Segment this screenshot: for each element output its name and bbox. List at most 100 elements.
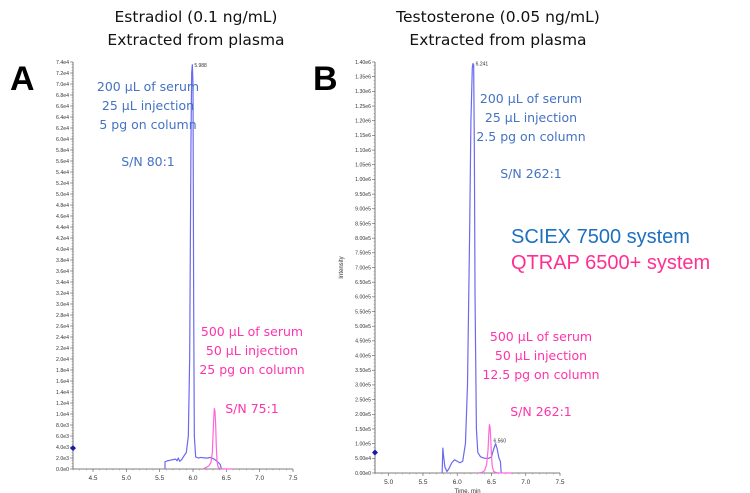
x-tick-label: 7.5: [555, 479, 564, 486]
y-tick-label: 3.00e5: [355, 383, 371, 389]
x-tick-label: 5.0: [384, 479, 393, 486]
y-tick-label: 6.2e4: [56, 126, 69, 132]
signal-to-noise-label: S/N 80:1: [121, 154, 175, 169]
y-tick-label: 5.4e4: [56, 170, 69, 176]
y-tick-label: 1.35e6: [355, 74, 371, 80]
y-tick-label: 6.4e4: [56, 115, 69, 121]
y-tick-label: 4.0e3: [56, 445, 69, 451]
peak-rt-label: 6.560: [493, 439, 506, 445]
y-tick-label: 3.6e4: [56, 269, 69, 275]
chart-panel-b: 0.00e0 5.00e4 1.00e5 1.50e5 2.00e5 2.50e5 3.00…: [339, 60, 565, 493]
peak-rt-label: 6.241: [476, 61, 489, 67]
annotation-line: 25 µL injection: [102, 98, 194, 113]
series-line-sciex-7500: [441, 62, 502, 474]
panel-b-annotation-qtrap: 500 µL of serum 50 µL injection 12.5 pg …: [482, 329, 599, 419]
y-tick-label: 5.8e4: [56, 148, 69, 154]
panel-a-letter: A: [10, 60, 35, 98]
y-tick-label: 1.25e6: [355, 104, 371, 110]
x-tick-label: 6.0: [453, 479, 462, 486]
y-tick-label: 1.00e5: [355, 441, 371, 447]
y-tick-label: 2.0e4: [56, 357, 69, 363]
y-tick-label: 2.4e4: [56, 335, 69, 341]
y-tick-label: 4.2e4: [56, 236, 69, 242]
chart-panel-a: 0.0e0 2.0e3 4.0e3 6.0e3 8.0e3 1.0e4 1.2e4 1.4e4…: [56, 60, 298, 482]
y-tick-label: 4.4e4: [56, 225, 69, 231]
y-axis-marker-icon: [372, 449, 378, 456]
annotation-line: 2.5 pg on column: [476, 129, 585, 144]
series-line-sciex-7500: [164, 64, 222, 469]
y-axis-label: Intensity: [339, 256, 345, 278]
y-tick-label: 8.50e5: [355, 221, 371, 227]
y-tick-label: 3.2e4: [56, 291, 69, 297]
y-tick-label: 4.6e4: [56, 214, 69, 220]
annotation-line: 5 pg on column: [99, 117, 196, 132]
y-tick-label: 6.6e4: [56, 104, 69, 110]
y-tick-label: 1.2e4: [56, 401, 69, 407]
y-tick-label: 1.05e6: [355, 163, 371, 169]
y-tick-label: 5.00e5: [355, 324, 371, 330]
y-tick-label: 5.00e4: [355, 456, 371, 462]
annotation-line: 200 µL of serum: [97, 79, 199, 94]
peak-rt-label: 5.988: [194, 63, 207, 69]
y-tick-label: 7.0e4: [56, 82, 69, 88]
y-tick-label: 2.50e5: [355, 397, 371, 403]
panel-a-annotation-qtrap: 500 µL of serum 50 µL injection 25 pg on…: [199, 324, 304, 416]
panel-a-title-line2: Extracted from plasma: [107, 31, 284, 49]
x-tick-label: 5.5: [418, 479, 427, 486]
annotation-line: 50 µL injection: [495, 348, 587, 363]
y-tick-label: 2.2e4: [56, 346, 69, 352]
panel-a-title-line1: Estradiol (0.1 ng/mL): [115, 8, 278, 26]
y-tick-label: 1.0e4: [56, 412, 69, 418]
y-tick-label: 0.0e0: [56, 467, 69, 473]
y-tick-label: 1.50e5: [355, 427, 371, 433]
y-tick-label: 5.6e4: [56, 159, 69, 165]
y-tick-label: 6.00e5: [355, 295, 371, 301]
y-tick-label: 6.50e5: [355, 280, 371, 286]
y-tick-label: 1.10e6: [355, 148, 371, 154]
x-tick-label: 7.5: [288, 475, 297, 482]
annotation-line: 200 µL of serum: [480, 91, 582, 106]
y-tick-label: 6.8e4: [56, 93, 69, 99]
y-tick-label: 1.40e6: [355, 60, 371, 66]
y-tick-label: 4.50e5: [355, 339, 371, 345]
y-tick-label: 7.2e4: [56, 71, 69, 77]
y-tick-label: 7.00e5: [355, 265, 371, 271]
annotation-line: 50 µL injection: [206, 343, 298, 358]
y-tick-label: 4.00e5: [355, 353, 371, 359]
series-line-qtrap-6500: [202, 407, 233, 470]
y-tick-label: 7.4e4: [56, 60, 69, 66]
panel-b-annotation-sciex: 200 µL of serum 25 µL injection 2.5 pg o…: [476, 91, 585, 181]
panel-b-letter: B: [313, 60, 338, 98]
legend-item-sciex: SCIEX 7500 system: [511, 226, 690, 248]
annotation-line: 25 µL injection: [485, 110, 577, 125]
signal-to-noise-label: S/N 262:1: [500, 166, 562, 181]
y-tick-label: 3.0e4: [56, 302, 69, 308]
y-tick-label: 3.4e4: [56, 280, 69, 286]
x-tick-label: 6.5: [487, 479, 496, 486]
y-tick-label: 4.0e4: [56, 247, 69, 253]
y-tick-label: 9.00e5: [355, 207, 371, 213]
y-tick-label: 4.8e4: [56, 203, 69, 209]
y-tick-label: 1.20e6: [355, 119, 371, 125]
series-line-qtrap-6500: [477, 423, 513, 474]
y-tick-label: 2.8e4: [56, 313, 69, 319]
y-tick-label: 7.50e5: [355, 251, 371, 257]
y-tick-label: 3.8e4: [56, 258, 69, 264]
y-tick-label: 6.0e4: [56, 137, 69, 143]
y-tick-label: 2.0e3: [56, 456, 69, 462]
panel-b-title-line1: Testosterone (0.05 ng/mL): [395, 8, 600, 26]
x-tick-label: 6.5: [222, 475, 231, 482]
signal-to-noise-label: S/N 75:1: [225, 401, 279, 416]
y-tick-label: 1.00e6: [355, 177, 371, 183]
annotation-line: 25 pg on column: [199, 362, 304, 377]
panel-a-annotation-sciex: 200 µL of serum 25 µL injection 5 pg on …: [97, 79, 199, 169]
x-tick-label: 5.0: [122, 475, 131, 482]
legend-item-qtrap: QTRAP 6500+ system: [511, 252, 710, 274]
y-tick-label: 0.00e0: [355, 471, 371, 477]
legend: SCIEX 7500 system QTRAP 6500+ system: [511, 226, 710, 274]
y-tick-label: 3.50e5: [355, 368, 371, 374]
x-tick-label: 7.0: [255, 475, 264, 482]
y-tick-label: 5.50e5: [355, 309, 371, 315]
x-tick-label: 7.0: [521, 479, 530, 486]
